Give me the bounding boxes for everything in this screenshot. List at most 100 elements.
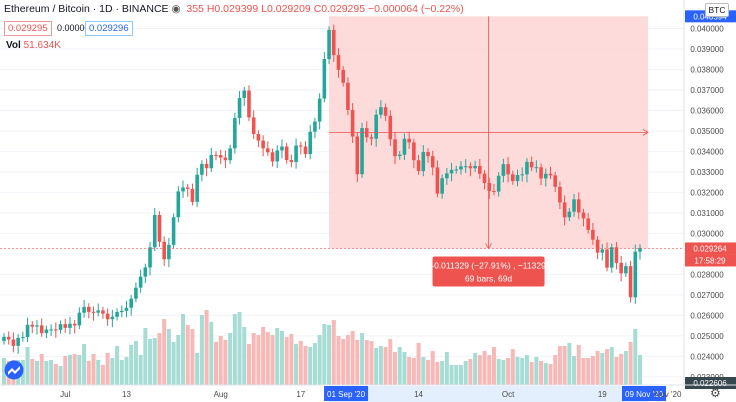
candle-body [605,249,609,268]
candle-body [331,29,336,56]
price-tick-label: 0.027000 [690,291,724,300]
symbol-title[interactable]: Ethereum / Bitcoin · 1D · BINANCE [4,3,169,15]
volume-bar [393,352,398,385]
volume-bar [44,361,49,385]
candle [553,171,557,192]
candle [124,300,129,318]
volume-bar [143,328,148,385]
candle [87,303,91,319]
candle [600,244,605,261]
price-tick-label: 0.036000 [690,106,724,115]
candle [539,163,543,186]
candle [185,183,190,197]
gear-icon[interactable]: ⚙ [710,386,721,400]
candle [402,133,407,160]
sell-price-box[interactable]: 0.029295 [4,21,52,36]
candle-body [463,166,468,168]
candle-body [515,174,520,182]
candle [308,124,313,160]
volume-bar [430,351,435,385]
volume-bar [129,345,134,385]
volume-bar [214,342,218,385]
candle [223,150,228,169]
tradingview-logo-icon[interactable] [4,360,24,380]
candle [468,162,473,177]
candle [157,211,162,247]
volume-bar [572,356,577,385]
volume-bar [482,351,487,385]
volume-bar [322,324,327,385]
candle [266,141,270,156]
volume-bar [360,333,365,385]
volume-bar [284,337,289,385]
candle-body [204,163,209,169]
volume-bar [298,341,303,385]
candle [492,184,496,196]
volume-bar [96,360,101,385]
eye-icon[interactable]: ◉ [171,3,181,15]
candle-body [63,324,68,328]
volume-bars [2,310,642,385]
candle-body [209,154,214,169]
bottom-price-label: 0.022606 [693,379,727,388]
volume-bar [228,333,233,385]
candle [435,160,440,198]
volume-bar [100,365,105,385]
price-tick-label: 0.025000 [690,332,724,341]
price-tick-label: 0.035000 [690,127,724,136]
candle-body [412,142,416,161]
price-tick-label: 0.038000 [690,65,724,74]
candle-body [261,140,265,149]
candle-body [534,167,539,169]
candle-body [303,146,308,155]
candle-body [6,336,11,340]
candle [49,324,53,337]
volume-bar [303,346,308,385]
candle-body [506,164,510,175]
candle-body [134,287,138,299]
volume-bar [548,364,553,385]
candle [638,244,642,260]
volume-bar [2,358,6,385]
candle [628,260,633,303]
candle [393,132,397,165]
candle [129,295,133,316]
candle [548,166,553,180]
candle [440,174,444,199]
volume-bar [251,333,256,385]
candle-body [322,59,327,99]
volume-legend: Vol 51.634K [6,40,61,51]
candle [105,308,110,326]
volume-bar [265,332,270,385]
volume-bar [152,338,157,385]
buy-price-box[interactable]: 0.029296 [85,21,133,36]
candle-body [289,160,294,163]
candle [261,135,265,157]
candle-body [143,267,148,277]
volume-bar [609,347,614,385]
volume-bar [426,360,430,385]
price-axis[interactable]: 0.040000 0.039000 0.038000 0.037000 0.036000… [683,0,736,389]
candle-body [355,136,360,175]
candle [317,93,322,130]
volume-bar [595,351,600,385]
currency-badge[interactable]: BTC [705,3,729,17]
candle-body [266,148,270,153]
candle [25,317,30,343]
candle [449,162,454,182]
candle [200,160,204,182]
candle [609,243,614,273]
volume-bar [600,353,605,385]
volume-bar [543,363,548,385]
candle [280,139,284,159]
candle [44,325,49,339]
candle [534,160,539,173]
volume-bar [416,343,421,385]
measure-arrow-right [642,129,649,136]
candle-body [350,110,355,137]
volume-bar [463,361,468,385]
price-tick-label: 0.028000 [690,270,724,279]
candle [91,306,96,321]
